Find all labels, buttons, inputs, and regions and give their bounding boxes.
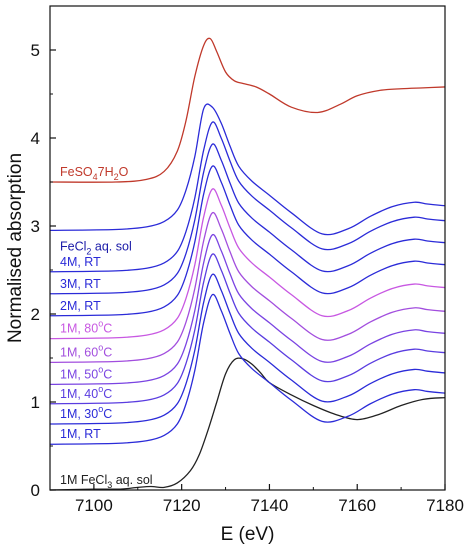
series-line-1m-80-c bbox=[49, 188, 446, 340]
series-label-3m-rt: 3M, RT bbox=[60, 277, 101, 291]
y-tick-label-2: 2 bbox=[31, 305, 40, 324]
series-label-1m-60-c: 1M, 60oC bbox=[60, 342, 112, 359]
series-label-feso4-7h2o: FeSO47H2O bbox=[60, 165, 129, 182]
y-tick-label-1: 1 bbox=[31, 393, 40, 412]
series-label-1m-rt: 1M, RT bbox=[60, 427, 101, 441]
x-tick-label-7160: 7160 bbox=[338, 496, 376, 515]
x-tick-label-7180: 7180 bbox=[426, 496, 464, 515]
group-label-fecl2: FeCl2 aq. sol bbox=[60, 240, 132, 257]
y-axis-title: Normalised absorption bbox=[5, 153, 26, 343]
y-tick-label-5: 5 bbox=[31, 41, 40, 60]
series-label-4m-rt: 4M, RT bbox=[60, 255, 101, 269]
series-label-1m-50-c: 1M, 50oC bbox=[60, 364, 112, 381]
series-label-2m-rt: 2M, RT bbox=[60, 299, 101, 313]
series-line-1m-40-c bbox=[49, 253, 446, 405]
series-label-1m-40-c: 1M, 40oC bbox=[60, 384, 112, 401]
x-tick-label-7100: 7100 bbox=[75, 496, 113, 515]
series-layer bbox=[49, 37, 446, 491]
series-label-1m-30-c: 1M, 30oC bbox=[60, 404, 112, 421]
series-label-1m-80-c: 1M, 80oC bbox=[60, 319, 112, 336]
x-tick-label-7140: 7140 bbox=[251, 496, 289, 515]
series-line-3m-rt bbox=[49, 143, 446, 295]
series-line-1m-60-c bbox=[49, 211, 446, 364]
series-line-4m-rt bbox=[49, 121, 446, 273]
x-tick-label-7120: 7120 bbox=[163, 496, 201, 515]
series-line-1m-fecl3-aq-sol bbox=[49, 357, 446, 491]
y-tick-label-4: 4 bbox=[31, 129, 40, 148]
axes: 7100 7120 7140 7160 7180 0 1 2 3 4 5 bbox=[31, 5, 464, 515]
x-axis-title: E (eV) bbox=[221, 524, 275, 545]
series-line-fecl2-aq-sol-top bbox=[49, 103, 446, 236]
series-labels: 1M FeCl3 aq. sol 1M, RT 1M, 30oC 1M, 40oC 1M… bbox=[60, 165, 153, 490]
y-tick-label-0: 0 bbox=[31, 481, 40, 500]
series-line-1m-30-c bbox=[49, 273, 446, 425]
y-tick-label-3: 3 bbox=[31, 217, 40, 236]
series-label-1m-fecl3-aq-sol: 1M FeCl3 aq. sol bbox=[60, 473, 153, 490]
plot-frame bbox=[49, 5, 446, 491]
series-line-1m-50-c bbox=[49, 233, 446, 386]
series-line-feso4-7h2o bbox=[49, 37, 446, 183]
series-line-2m-rt bbox=[49, 165, 446, 317]
series-line-1m-rt bbox=[49, 293, 446, 445]
